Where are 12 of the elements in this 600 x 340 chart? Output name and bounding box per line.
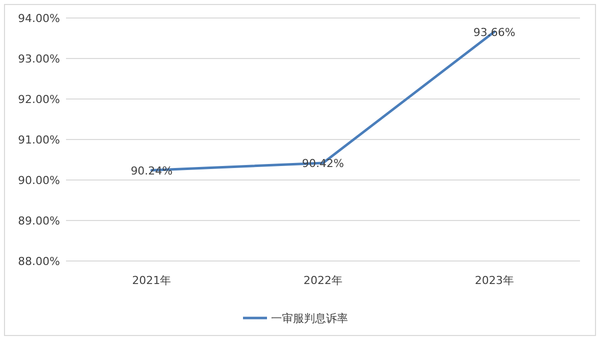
legend-label: 一审服判息诉率	[271, 312, 348, 325]
y-tick-label: 90.00%	[18, 174, 60, 187]
y-tick-label: 94.00%	[18, 12, 60, 25]
x-tick-label: 2022年	[304, 274, 342, 287]
x-tick-label: 2023年	[474, 274, 514, 287]
y-tick-label: 89.00%	[18, 214, 60, 228]
y-tick-label: 91.00%	[18, 134, 60, 146]
y-tick-label: 93.00%	[18, 52, 60, 66]
y-tick-label: 88.00%	[18, 255, 60, 268]
data-label: 90.24%	[130, 164, 173, 178]
y-tick-label: 92.00%	[18, 93, 60, 106]
x-tick-label: 2021年	[132, 274, 172, 287]
